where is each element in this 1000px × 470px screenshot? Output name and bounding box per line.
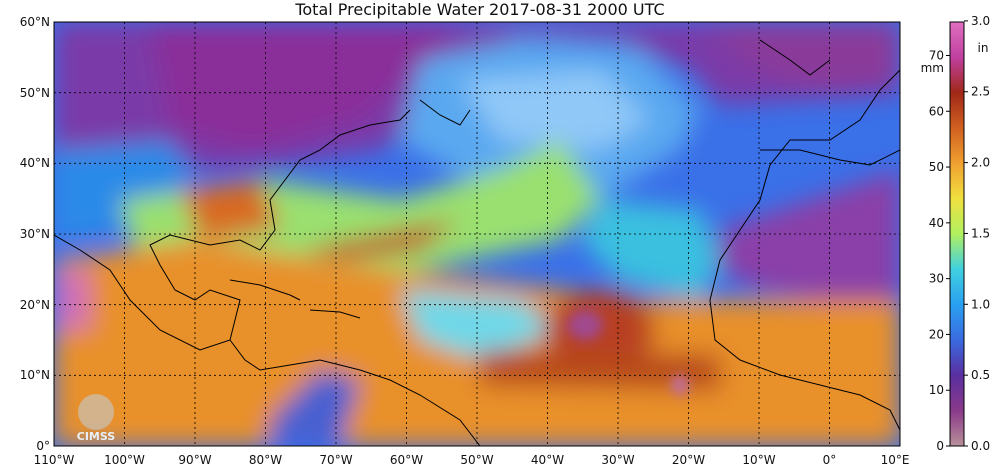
lat-label-50n: 50°N [20,86,50,100]
coastline-hispaniola [309,309,361,319]
dry-region-europe [700,22,900,90]
colorbar-mm-unit: mm [921,61,944,75]
itcz-band [480,350,720,390]
lon-label-110w: 110°W [34,453,75,467]
cyan-east [580,200,720,300]
lat-label-eq: 0° [36,439,50,453]
cimss-logo: CIMSS [77,394,116,443]
coastline-africa [709,69,900,431]
colorbar-in-tick-label: 1.5 [971,226,990,240]
storm-eye [567,310,603,340]
lon-label-20w: 20°W [672,453,705,467]
colorbar-in-tick-label: 2.5 [971,85,990,99]
lon-label-10e: 10°E [881,453,910,467]
graticule [54,22,900,446]
lon-label-10w: 10°W [742,453,775,467]
lat-label-20n: 20°N [20,298,50,312]
cyan-west [54,140,200,240]
moist-band-atlantic [300,220,460,260]
map-title: Total Precipitable Water 2017-08-31 2000… [295,0,665,19]
coastline-cuba [229,279,301,301]
colorbar-mm-tick-label: 40 [929,216,944,230]
colorbar-in-unit: in [978,41,989,55]
lon-label-70w: 70°W [319,453,352,467]
coastline-iberia [760,149,900,166]
colorbar-in-tick-label: 0.5 [971,368,990,382]
colorbar-mm-tick-label: 0 [936,439,944,453]
colorbar-mm-tick-label: 60 [929,104,944,118]
colorbar-in-tick-label: 2.0 [971,156,990,170]
colorbar-mm-tick-label: 10 [929,383,944,397]
map-frame [53,21,901,447]
colorbar: mm in 70 60 50 40 30 20 10 0 3.0 2.5 2.0 1.5 1.0 0.5… [921,14,990,453]
colorbar-ramp [949,21,965,447]
lat-label-60n: 60°N [20,15,50,29]
cimss-globe-icon [78,394,114,430]
lon-label-50w: 50°W [460,453,493,467]
lat-axis-labels: 60°N 50°N 40°N 30°N 20°N 10°N 0° [20,15,50,453]
cimss-logo-text: CIMSS [77,430,116,443]
lon-label-0: 0° [823,453,837,467]
colorbar-in-ticks: 3.0 2.5 2.0 1.5 1.0 0.5 0.0 [964,14,990,453]
coastline-britain [759,39,831,76]
lat-label-30n: 30°N [20,227,50,241]
lon-label-80w: 80°W [249,453,282,467]
cyan-swirl-core [460,70,650,150]
lon-axis-labels: 110°W 100°W 90°W 80°W 70°W 60°W 50°W 40°… [34,453,910,467]
colorbar-in-tick-label: 0.0 [971,439,990,453]
lat-label-40n: 40°N [20,156,50,170]
cyan-tongue [400,290,560,360]
colorbar-in-tick-label: 1.0 [971,297,990,311]
colorbar-mm-ticks: 70 60 50 40 30 20 10 0 [929,48,950,453]
dry-region-canada [150,22,460,150]
colorbar-mm-tick-label: 70 [929,48,944,62]
lat-label-10n: 10°N [20,368,50,382]
lon-label-30w: 30°W [601,453,634,467]
andes-dry [270,370,360,446]
lon-label-90w: 90°W [178,453,211,467]
moist-southeast-us [180,180,280,240]
dry-region-sahara [720,170,900,300]
lon-label-60w: 60°W [390,453,423,467]
colorbar-in-tick-label: 3.0 [971,14,990,28]
mexico-high [54,270,90,330]
moist-band-green [120,140,600,280]
coastline-south-america [229,339,481,446]
colorbar-mm-tick-label: 50 [929,160,944,174]
lon-label-40w: 40°W [531,453,564,467]
lon-label-100w: 100°W [104,453,145,467]
colorbar-mm-tick-label: 20 [929,327,944,341]
colorbar-mm-tick-label: 30 [929,272,944,286]
coastline-newfoundland [419,99,471,126]
coastline-north-america [54,109,411,351]
tropical-spot [672,375,688,395]
coastlines [54,39,900,446]
